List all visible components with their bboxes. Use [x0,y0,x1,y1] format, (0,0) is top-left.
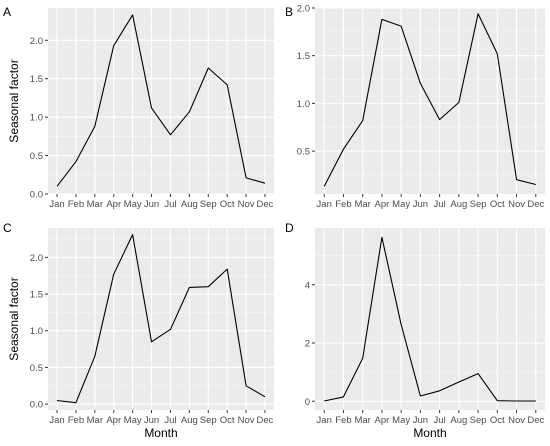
y-tick-label: 0 [305,397,310,408]
y-tick-label: 2.0 [297,4,310,15]
y-tick-label: 1.5 [30,74,43,85]
x-tick-label: Sep [470,415,487,426]
x-tick-label: Jun [144,199,159,210]
x-tick-label: Nov [508,415,525,426]
x-tick-label: Dec [257,199,274,210]
y-tick-label: 0.5 [30,363,43,374]
x-axis-label: Month [144,426,177,440]
panel-d-background [315,228,545,410]
x-tick-label: Jul [164,415,176,426]
panel-label-a: A [3,5,11,19]
y-tick-label: 4 [305,280,310,291]
panel-label-d: D [285,221,294,235]
x-tick-label: Feb [68,415,84,426]
x-tick-label: May [392,415,410,426]
x-tick-label: Feb [68,199,84,210]
x-tick-label: Jun [413,415,428,426]
x-tick-label: Nov [508,199,525,210]
y-tick-label: 2.0 [30,253,43,264]
x-tick-label: Jan [317,199,332,210]
panel-c-background [48,228,274,410]
x-tick-label: Nov [238,199,255,210]
y-axis-label: Seasonal factor [7,277,21,360]
y-tick-label: 1.5 [297,51,310,62]
series-line-a [56,14,266,187]
y-tick-label: 1.0 [30,326,43,337]
x-tick-label: May [124,199,142,210]
x-tick-label: Feb [335,199,351,210]
y-tick-label: 1.0 [30,113,43,124]
panel-label-b: B [285,5,293,19]
x-tick-label: Sep [200,415,217,426]
x-tick-label: Mar [87,199,103,210]
x-tick-label: Dec [257,415,274,426]
y-tick-label: 2.0 [30,36,43,47]
x-tick-label: Jan [317,415,332,426]
y-tick-label: 0.0 [30,400,43,411]
series-line-b [323,13,536,187]
panel-label-c: C [3,221,12,235]
x-tick-label: Oct [220,199,235,210]
x-tick-label: Sep [200,199,217,210]
y-tick-label: 0.0 [30,190,43,201]
x-tick-label: Dec [527,199,544,210]
x-tick-label: Apr [106,199,121,210]
x-tick-label: Mar [354,199,370,210]
x-tick-label: Jul [434,199,446,210]
x-tick-label: Jul [164,199,176,210]
x-tick-label: Apr [375,199,390,210]
x-tick-label: Apr [106,415,121,426]
x-tick-label: Mar [87,415,103,426]
panel-b: 0.5 1.0 1.5 2.0 Jan Feb Mar Apr May Jun Jul Aug Sep O… [285,4,545,210]
series-line-c [56,234,266,404]
x-tick-label: Jul [434,415,446,426]
x-tick-label: Jun [144,415,159,426]
x-tick-label: Aug [181,415,198,426]
y-tick-label: 2 [305,339,310,350]
x-tick-label: Jan [49,199,64,210]
x-tick-label: Nov [238,415,255,426]
y-tick-label: 0.5 [297,147,310,158]
y-tick-label: 0.5 [30,151,43,162]
x-tick-label: Dec [527,415,544,426]
x-tick-label: Oct [220,415,235,426]
x-tick-label: May [124,415,142,426]
x-tick-label: Jun [413,199,428,210]
x-tick-label: Oct [490,415,505,426]
x-tick-label: Aug [450,199,467,210]
y-axis-label: Seasonal factor [7,59,21,142]
x-tick-label: Aug [181,199,198,210]
x-tick-label: Aug [450,415,467,426]
y-tick-label: 1.0 [297,99,310,110]
x-tick-label: Jan [49,415,64,426]
x-tick-label: Feb [335,415,351,426]
x-tick-label: May [392,199,410,210]
x-tick-label: Oct [490,199,505,210]
x-tick-label: Sep [470,199,487,210]
y-tick-label: 1.5 [30,290,43,301]
series-line-d [324,236,536,402]
x-axis-label: Month [413,426,446,440]
panel-d: 0 2 4 Jan Feb Mar Apr May Jun Jul Aug Sep Oct Nov Dec D… [285,221,545,440]
x-tick-label: Mar [354,415,370,426]
x-tick-label: Apr [375,415,390,426]
panel-a-background [48,8,274,194]
